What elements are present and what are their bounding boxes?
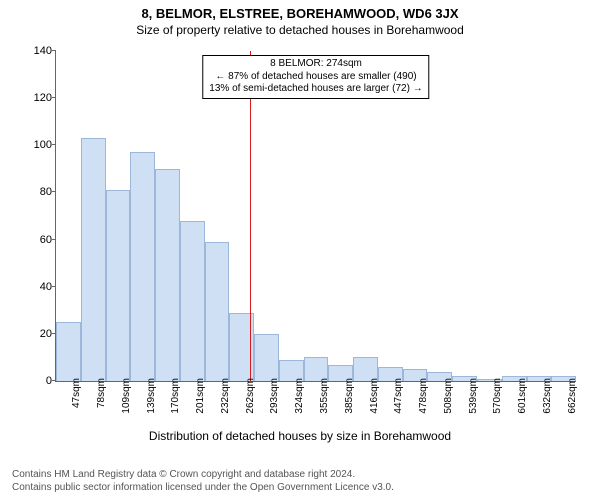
y-tick-label: 0 bbox=[20, 375, 52, 387]
chart-container: Number of detached properties 8 BELMOR: … bbox=[0, 43, 600, 443]
x-tick-label: 385sqm bbox=[344, 378, 355, 414]
x-tick-label: 447sqm bbox=[393, 378, 404, 414]
x-tick-label: 232sqm bbox=[220, 378, 231, 414]
histogram-bar bbox=[130, 152, 155, 381]
histogram-bar bbox=[81, 138, 106, 381]
histogram-bar bbox=[56, 322, 81, 381]
x-tick-label: 601sqm bbox=[517, 378, 528, 414]
x-tick-label: 293sqm bbox=[269, 378, 280, 414]
x-tick-label: 570sqm bbox=[492, 378, 503, 414]
x-tick-label: 324sqm bbox=[294, 378, 305, 414]
x-tick-label: 416sqm bbox=[369, 378, 380, 414]
y-tick-mark bbox=[52, 50, 56, 51]
x-tick-label: 170sqm bbox=[170, 378, 181, 414]
page-title: 8, BELMOR, ELSTREE, BOREHAMWOOD, WD6 3JX bbox=[0, 0, 600, 21]
footer-line-2: Contains public sector information licen… bbox=[12, 481, 588, 494]
x-tick-label: 539sqm bbox=[468, 378, 479, 414]
x-tick-label: 109sqm bbox=[121, 378, 132, 414]
page-subtitle: Size of property relative to detached ho… bbox=[0, 21, 600, 43]
plot-area: 8 BELMOR: 274sqm ← 87% of detached house… bbox=[55, 51, 576, 382]
x-tick-label: 632sqm bbox=[542, 378, 553, 414]
x-tick-label: 47sqm bbox=[71, 378, 82, 408]
y-tick-mark bbox=[52, 380, 56, 381]
y-tick-label: 60 bbox=[20, 234, 52, 246]
x-tick-label: 508sqm bbox=[443, 378, 454, 414]
x-axis-label: Distribution of detached houses by size … bbox=[149, 429, 451, 443]
x-tick-label: 262sqm bbox=[245, 378, 256, 414]
y-tick-mark bbox=[52, 191, 56, 192]
footer: Contains HM Land Registry data © Crown c… bbox=[12, 468, 588, 494]
y-tick-mark bbox=[52, 97, 56, 98]
y-tick-mark bbox=[52, 239, 56, 240]
info-box: 8 BELMOR: 274sqm ← 87% of detached house… bbox=[202, 55, 429, 99]
info-line-2: ← 87% of detached houses are smaller (49… bbox=[209, 71, 422, 84]
reference-line bbox=[250, 51, 251, 381]
bars-group bbox=[56, 51, 576, 381]
x-tick-label: 662sqm bbox=[567, 378, 578, 414]
histogram-bar bbox=[106, 190, 131, 381]
info-line-1: 8 BELMOR: 274sqm bbox=[209, 58, 422, 71]
histogram-bar bbox=[205, 242, 230, 381]
y-tick-mark bbox=[52, 333, 56, 334]
y-tick-label: 120 bbox=[20, 92, 52, 104]
x-tick-label: 201sqm bbox=[195, 378, 206, 414]
histogram-bar bbox=[254, 334, 279, 381]
y-tick-label: 20 bbox=[20, 328, 52, 340]
y-tick-label: 80 bbox=[20, 186, 52, 198]
histogram-bar bbox=[155, 169, 180, 381]
y-tick-label: 100 bbox=[20, 139, 52, 151]
footer-line-1: Contains HM Land Registry data © Crown c… bbox=[12, 468, 588, 481]
x-tick-label: 139sqm bbox=[146, 378, 157, 414]
y-tick-label: 40 bbox=[20, 281, 52, 293]
y-tick-mark bbox=[52, 144, 56, 145]
histogram-bar bbox=[180, 221, 205, 381]
info-line-3: 13% of semi-detached houses are larger (… bbox=[209, 83, 422, 96]
y-tick-mark bbox=[52, 286, 56, 287]
x-tick-label: 78sqm bbox=[96, 378, 107, 408]
x-tick-label: 478sqm bbox=[418, 378, 429, 414]
y-tick-label: 140 bbox=[20, 45, 52, 57]
x-tick-label: 355sqm bbox=[319, 378, 330, 414]
